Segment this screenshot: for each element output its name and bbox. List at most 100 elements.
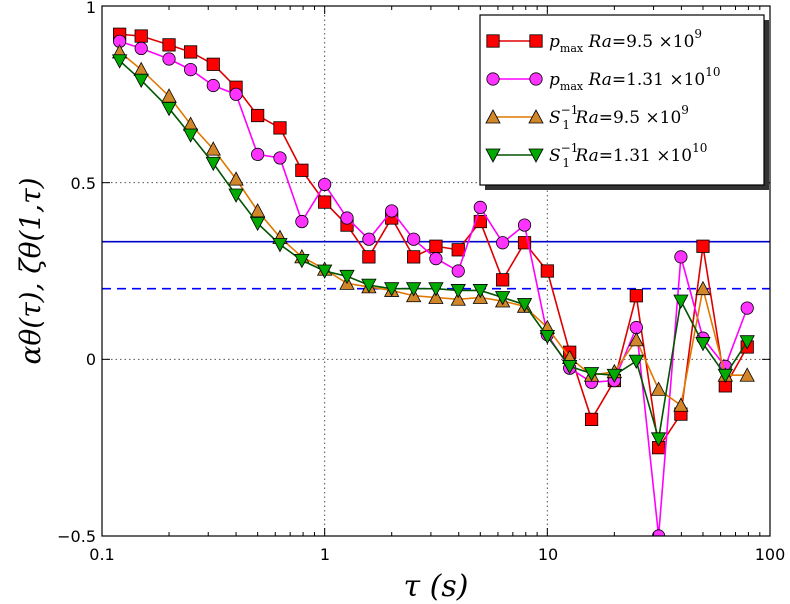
x-axis-title: τ (s): [404, 569, 469, 604]
plot-frame: [101, 5, 771, 537]
x-tick-label: 1: [320, 545, 330, 564]
data-point: [134, 41, 148, 56]
data-point: [294, 253, 310, 269]
data-point: [251, 108, 265, 123]
data-point: [161, 102, 177, 117]
data-point: [133, 73, 149, 89]
y-tick-label: −0.5: [57, 527, 96, 546]
data-point: [429, 252, 443, 266]
data-point: [562, 359, 578, 375]
data-point: [673, 397, 689, 412]
y-tick-label: 1: [86, 0, 96, 17]
legend-entry: S−1 1 Ra=1.31 ×1010: [485, 141, 707, 170]
data-point: [295, 214, 309, 229]
data-point: [228, 171, 244, 186]
data-point: [739, 367, 755, 382]
data-point: [740, 301, 754, 315]
x-tick-label: 100: [755, 545, 786, 564]
legend-marker: [485, 109, 501, 124]
data-point: [162, 38, 176, 52]
data-point: [429, 239, 443, 253]
data-point: [473, 200, 487, 214]
data-point: [339, 269, 355, 285]
data-point: [739, 335, 755, 350]
data-point: [206, 57, 220, 71]
data-point: [428, 282, 444, 297]
data-point: [407, 232, 421, 246]
data-point: [205, 141, 221, 156]
y-tick-label: 0: [86, 350, 96, 369]
data-point: [316, 264, 333, 279]
data-point: [496, 236, 510, 250]
data-point: [340, 211, 354, 225]
series-layer: [111, 27, 755, 536]
data-point: [162, 52, 176, 66]
axis-ticks: [101, 5, 771, 537]
legend-label: S−1 1 Ra=1.31 ×1010: [549, 141, 707, 170]
legend-marker: [485, 148, 501, 163]
data-point: [629, 320, 643, 335]
data-point: [606, 368, 623, 384]
data-point: [650, 381, 667, 396]
data-point: [496, 273, 510, 287]
legend-marker: [529, 34, 543, 48]
data-point: [206, 78, 220, 93]
data-point: [407, 250, 421, 264]
data-point: [674, 250, 688, 264]
data-point: [362, 232, 376, 246]
data-point: [696, 239, 710, 253]
y-tick-labels: −0.5 0 0.5 1: [57, 0, 96, 546]
data-point: [516, 298, 533, 313]
data-point: [405, 282, 422, 297]
data-point: [428, 289, 444, 304]
data-point: [273, 151, 287, 165]
x-tick-labels: 0.1 1 10 100: [89, 545, 785, 564]
data-point: [134, 29, 148, 43]
data-point: [184, 45, 198, 59]
data-point: [539, 329, 556, 345]
data-point: [695, 280, 711, 296]
data-point: [184, 62, 198, 77]
data-point: [450, 291, 466, 306]
legend: pmax Ra=9.5 ×109 pmax Ra=1.31 ×1010 S−1 1 R…: [479, 14, 765, 186]
data-point: [111, 54, 128, 69]
data-point: [583, 367, 600, 382]
legend-label: S−1 1 Ra=9.5 ×109: [549, 103, 689, 132]
data-point: [228, 188, 244, 203]
data-point: [695, 337, 711, 352]
y-axis-title: αθ(τ), ζθ(1,τ): [14, 178, 47, 365]
data-point: [384, 282, 400, 297]
data-point: [584, 412, 599, 427]
data-point: [540, 264, 554, 278]
data-point: [251, 147, 265, 161]
data-point: [517, 218, 532, 232]
legend-label: pmax Ra=9.5 ×109: [549, 27, 702, 55]
data-point: [229, 87, 243, 101]
legend-marker: [528, 109, 544, 124]
grid-lines: [102, 6, 770, 536]
data-point: [494, 291, 511, 306]
data-point: [451, 264, 465, 278]
data-point: [295, 163, 309, 177]
data-point: [385, 204, 399, 218]
x-tick-label: 0.1: [89, 545, 114, 564]
x-tick-label: 10: [538, 545, 558, 564]
legend-entry: S−1 1 Ra=9.5 ×109: [485, 103, 689, 132]
legend-box: [479, 14, 765, 186]
data-point: [182, 128, 199, 143]
data-point: [249, 216, 266, 232]
data-point: [318, 195, 332, 209]
data-point: [272, 238, 288, 253]
legend-entry: pmax Ra=1.31 ×1010: [486, 65, 721, 93]
legend-marker: [486, 34, 500, 48]
data-point: [273, 121, 287, 135]
y-tick-label: 0.5: [71, 174, 96, 193]
data-point: [450, 284, 466, 299]
data-point: [362, 250, 376, 264]
data-point: [629, 289, 643, 303]
legend-marker: [529, 72, 543, 86]
data-point: [650, 432, 667, 447]
legend-marker: [486, 72, 500, 86]
data-point: [361, 278, 377, 293]
